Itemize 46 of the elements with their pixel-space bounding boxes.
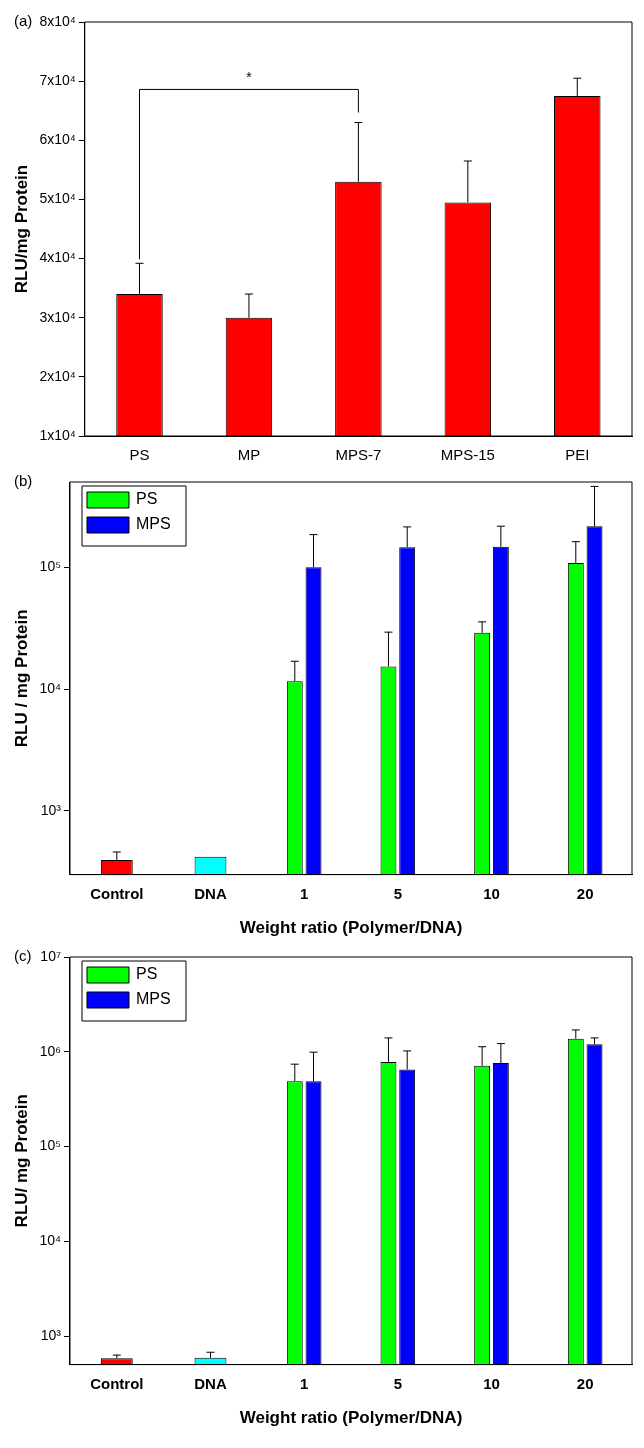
y-tick-label: 10³ <box>40 1326 62 1343</box>
chart-title: (c) <box>14 947 32 965</box>
x-tick-label: 5 <box>393 1374 402 1392</box>
x-tick-label: 10 <box>483 884 500 902</box>
y-tick-label: 7x10⁴ <box>39 72 76 88</box>
y-axis-title: RLU/ mg Protein <box>11 1094 31 1228</box>
x-tick-label: 1 <box>299 1374 309 1392</box>
y-axis-title: RLU/mg Protein <box>11 164 31 294</box>
legend-label: PS <box>135 490 158 508</box>
x-tick-label: 20 <box>576 1374 594 1392</box>
y-tick-label: 8x10⁴ <box>39 12 76 29</box>
y-tick-label: 5x10⁴ <box>39 190 76 207</box>
y-tick-label: 10⁵ <box>39 1137 61 1154</box>
y-tick-label: 1x10⁴ <box>39 426 76 443</box>
y-tick-label: 10⁴ <box>39 679 61 696</box>
x-tick-label: PS <box>129 446 150 464</box>
y-tick-label: 10⁵ <box>39 558 61 575</box>
x-tick-label: DNA <box>194 1374 227 1392</box>
x-tick-label: 1 <box>299 884 309 902</box>
chart-title: (a) <box>14 12 33 30</box>
y-tick-label: 10⁷ <box>40 947 61 964</box>
x-tick-label: Control <box>90 884 144 902</box>
legend-label: MPS <box>135 990 171 1008</box>
x-tick-label: PEI <box>565 446 590 464</box>
x-tick-label: MPS-7 <box>335 446 382 464</box>
legend-label: PS <box>135 965 158 983</box>
x-tick-label: DNA <box>194 884 227 902</box>
x-tick-label: 20 <box>576 884 594 902</box>
chart-title: (b) <box>14 472 33 490</box>
annotation: * <box>246 69 253 86</box>
x-tick-label: Control <box>90 1374 144 1392</box>
y-tick-label: 3x10⁴ <box>39 308 76 325</box>
y-tick-label: 6x10⁴ <box>39 131 76 148</box>
y-tick-label: 4x10⁴ <box>39 249 76 266</box>
x-tick-label: 5 <box>393 884 402 902</box>
x-tick-label: 10 <box>483 1374 500 1392</box>
x-tick-label: MP <box>237 446 261 464</box>
y-axis-title: RLU / mg Protein <box>11 609 31 748</box>
x-axis-title: Weight ratio (Polymer/DNA) <box>239 918 463 938</box>
y-tick-label: 10³ <box>40 801 62 818</box>
legend-label: MPS <box>135 515 171 533</box>
y-tick-label: 10⁶ <box>39 1042 61 1059</box>
y-tick-label: 2x10⁴ <box>39 367 76 384</box>
x-axis-title: Weight ratio (Polymer/DNA) <box>239 1408 463 1428</box>
x-tick-label: MPS-15 <box>440 446 495 464</box>
y-tick-label: 10⁴ <box>39 1232 61 1249</box>
